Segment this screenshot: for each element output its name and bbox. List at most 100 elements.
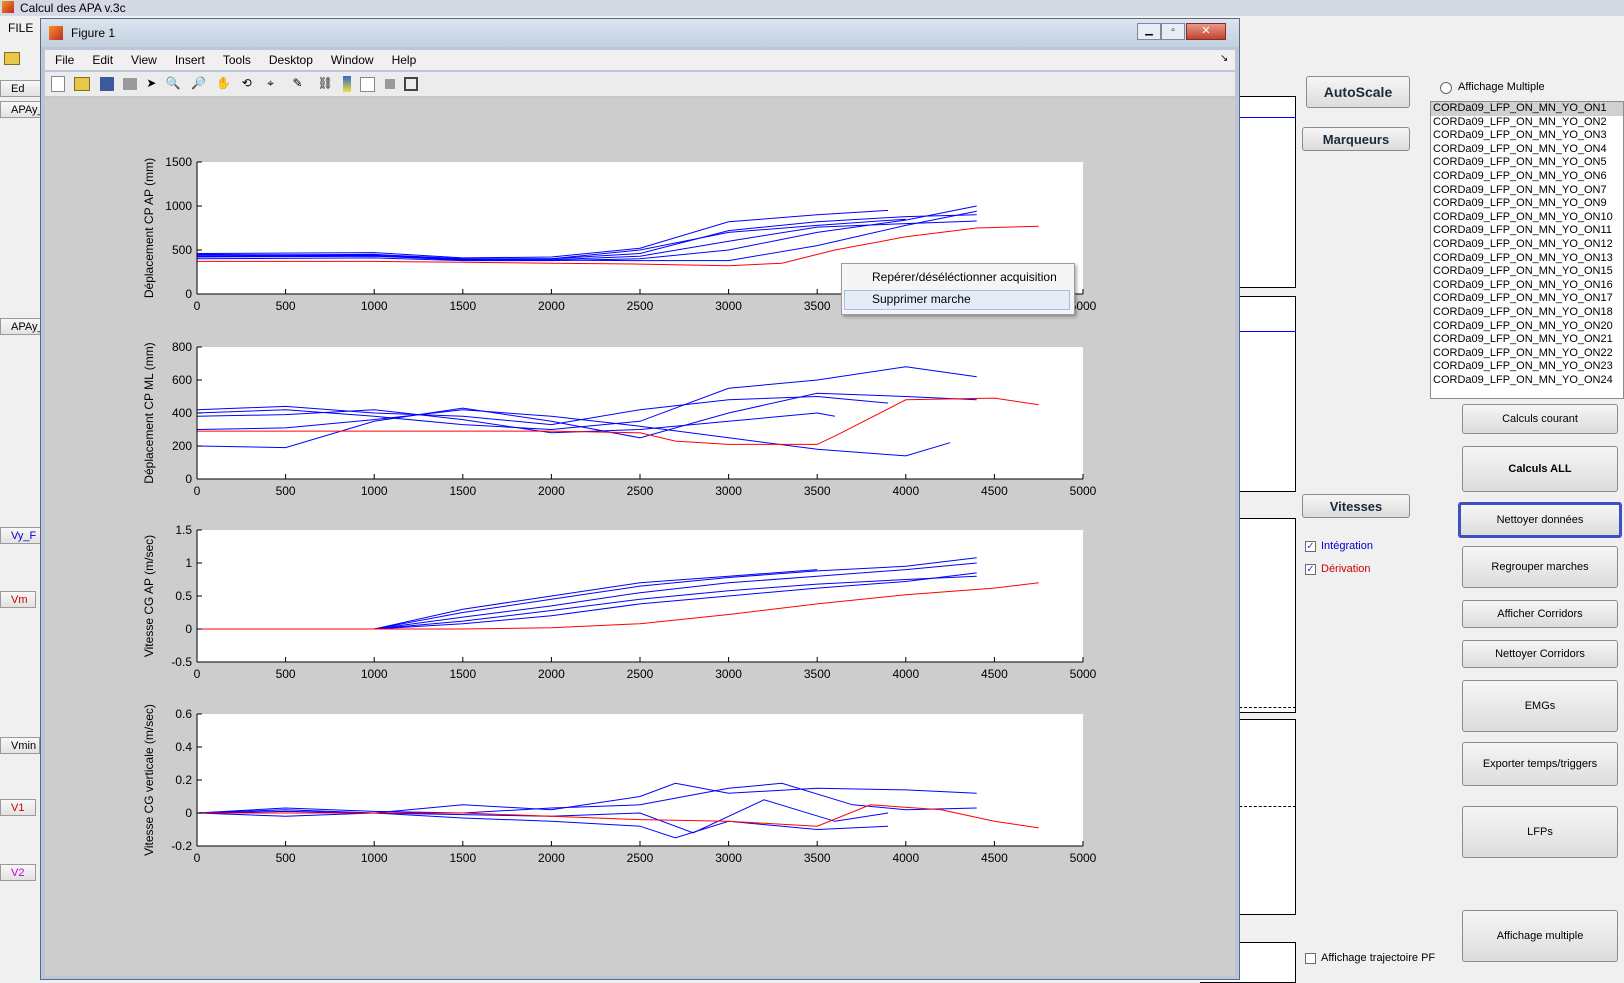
x-tick-label: 2000: [538, 667, 565, 681]
derivation-checkbox[interactable]: ✓ Dérivation: [1305, 563, 1371, 575]
figure-menu-window[interactable]: Window: [330, 53, 374, 67]
listbox-item[interactable]: CORDa09_LFP_ON_MN_YO_ON20: [1433, 319, 1613, 332]
affichage-multiple-button[interactable]: Affichage multiple: [1462, 910, 1618, 962]
v2-button[interactable]: V2: [0, 864, 36, 881]
calculs-courant-button[interactable]: Calculs courant: [1462, 404, 1618, 434]
new-file-icon[interactable]: [51, 76, 65, 92]
context-menu-supprimer[interactable]: Supprimer marche: [872, 292, 971, 306]
listbox-item[interactable]: CORDa09_LFP_ON_MN_YO_ON24: [1433, 373, 1613, 386]
listbox-item[interactable]: CORDa09_LFP_ON_MN_YO_ON4: [1433, 142, 1607, 155]
listbox-item[interactable]: CORDa09_LFP_ON_MN_YO_ON5: [1433, 156, 1607, 169]
x-tick-label: 3500: [804, 851, 831, 865]
integration-checkbox[interactable]: ✓ Intégration: [1305, 540, 1373, 552]
figure-menu-view[interactable]: View: [131, 53, 157, 67]
v1-button[interactable]: V1: [0, 799, 36, 816]
listbox-item[interactable]: CORDa09_LFP_ON_MN_YO_ON6: [1433, 169, 1607, 182]
afficher-corridors-button[interactable]: Afficher Corridors: [1462, 600, 1618, 628]
listbox-item[interactable]: CORDa09_LFP_ON_MN_YO_ON12: [1433, 237, 1613, 250]
x-tick-label: 5000: [1070, 851, 1097, 865]
dock-arrow-icon[interactable]: ↘: [1220, 53, 1229, 64]
x-tick-label: 2000: [538, 484, 565, 498]
y-tick-label: 1500: [165, 155, 192, 169]
listbox-item[interactable]: CORDa09_LFP_ON_MN_YO_ON22: [1433, 346, 1613, 359]
x-tick-label: 2500: [627, 667, 654, 681]
vm-button[interactable]: Vm: [0, 591, 36, 608]
listbox-item[interactable]: CORDa09_LFP_ON_MN_YO_ON21: [1433, 333, 1613, 346]
x-tick-label: 1000: [361, 667, 388, 681]
checkbox-checked-icon: ✓: [1305, 563, 1316, 575]
figure-menu-tools[interactable]: Tools: [222, 53, 251, 67]
acquisition-listbox[interactable]: CORDa09_LFP_ON_MN_YO_ON1 CORDa09_LFP_ON_M…: [1430, 101, 1624, 399]
axes-4-background: [197, 714, 1083, 846]
figure-menu-file[interactable]: File: [55, 53, 75, 67]
y-tick-label: 400: [172, 406, 192, 420]
emgs-button[interactable]: EMGs: [1462, 680, 1618, 732]
listbox-item[interactable]: CORDa09_LFP_ON_MN_YO_ON17: [1433, 292, 1613, 305]
open-folder-icon[interactable]: [74, 77, 91, 91]
vmin-button[interactable]: Vmin: [0, 737, 40, 754]
listbox-item[interactable]: CORDa09_LFP_ON_MN_YO_ON9: [1433, 197, 1607, 210]
minimize-button[interactable]: ▁: [1137, 23, 1161, 40]
print-icon[interactable]: [123, 78, 138, 90]
lfps-button[interactable]: LFPs: [1462, 806, 1618, 858]
apay-button-1[interactable]: APAy_: [0, 101, 44, 118]
regrouper-marches-button[interactable]: Regrouper marches: [1462, 546, 1618, 588]
listbox-item[interactable]: CORDa09_LFP_ON_MN_YO_ON3: [1433, 129, 1607, 142]
figure-menu-insert[interactable]: Insert: [174, 53, 205, 67]
x-tick-label: 2500: [627, 299, 654, 313]
listbox-item[interactable]: CORDa09_LFP_ON_MN_YO_ON18: [1433, 305, 1613, 318]
affichage-trajectoire-checkbox[interactable]: Affichage trajectoire PF: [1305, 952, 1435, 964]
pan-icon[interactable]: ✋: [216, 76, 232, 90]
save-icon[interactable]: [99, 77, 114, 91]
pointer-icon[interactable]: ➤: [146, 76, 157, 90]
axes-4-red-line: [197, 804, 1039, 829]
legend-icon[interactable]: [360, 76, 376, 92]
colorbar-icon[interactable]: [343, 76, 352, 92]
context-menu-reperer[interactable]: Repérer/déséléctionner acquisition: [872, 270, 1057, 284]
maximize-button[interactable]: ▫: [1161, 23, 1185, 40]
menu-file[interactable]: FILE: [8, 21, 34, 35]
axes-4-blue-line: [196, 782, 977, 814]
vitesses-button[interactable]: Vitesses: [1302, 494, 1410, 518]
close-button[interactable]: ✕: [1186, 23, 1226, 40]
listbox-item[interactable]: CORDa09_LFP_ON_MN_YO_ON15: [1433, 265, 1613, 278]
rotate-icon[interactable]: ⟲: [241, 76, 252, 90]
listbox-item[interactable]: CORDa09_LFP_ON_MN_YO_ON2: [1433, 115, 1607, 128]
open-icon[interactable]: [4, 52, 20, 65]
apay-button-2[interactable]: APAy_: [0, 318, 44, 335]
figure-menu-help[interactable]: Help: [391, 53, 417, 67]
listbox-item[interactable]: CORDa09_LFP_ON_MN_YO_ON11: [1433, 224, 1612, 237]
listbox-item[interactable]: CORDa09_LFP_ON_MN_YO_ON1: [1431, 102, 1623, 116]
exporter-button[interactable]: Exporter temps/triggers: [1462, 742, 1618, 786]
marqueurs-button[interactable]: Marqueurs: [1302, 127, 1410, 151]
data-cursor-icon[interactable]: ⌖: [267, 76, 274, 90]
y-tick-label: 1.5: [175, 523, 192, 537]
figure-titlebar: Figure 1 ▁ ▫ ✕: [41, 19, 1239, 47]
hide-tools-icon[interactable]: [384, 79, 395, 89]
axes-1-blue-line: [196, 209, 889, 259]
listbox-item[interactable]: CORDa09_LFP_ON_MN_YO_ON16: [1433, 278, 1613, 291]
y-tick-label: 0: [185, 472, 192, 486]
x-tick-label: 0: [194, 299, 201, 313]
calculs-all-button[interactable]: Calculs ALL: [1462, 446, 1618, 492]
listbox-item[interactable]: CORDa09_LFP_ON_MN_YO_ON23: [1433, 360, 1613, 373]
listbox-item[interactable]: CORDa09_LFP_ON_MN_YO_ON7: [1433, 183, 1607, 196]
x-tick-label: 1000: [361, 484, 388, 498]
show-tools-icon[interactable]: [404, 77, 419, 91]
figure-menubar: File Edit View Insert Tools Desktop Window Help…: [45, 50, 1235, 70]
zoom-out-icon[interactable]: 🔎: [191, 76, 207, 90]
link-icon[interactable]: ⛓: [317, 76, 334, 90]
listbox-item[interactable]: CORDa09_LFP_ON_MN_YO_ON10: [1433, 210, 1613, 223]
autoscale-button[interactable]: AutoScale: [1306, 76, 1410, 108]
y-tick-label: 0.4: [175, 740, 192, 754]
figure-menu-desktop[interactable]: Desktop: [268, 53, 313, 67]
edit-button-partial[interactable]: Ed: [0, 80, 44, 97]
nettoyer-donnees-button[interactable]: Nettoyer données: [1458, 502, 1622, 538]
figure-menu-edit[interactable]: Edit: [92, 53, 114, 67]
nettoyer-corridors-button[interactable]: Nettoyer Corridors: [1462, 640, 1618, 668]
brush-icon[interactable]: ✎: [292, 76, 303, 90]
listbox-item[interactable]: CORDa09_LFP_ON_MN_YO_ON13: [1433, 251, 1613, 264]
zoom-in-icon[interactable]: 🔍: [165, 76, 181, 90]
vy-button[interactable]: Vy_F: [0, 527, 44, 544]
y-tick-label: -0.5: [171, 655, 192, 669]
